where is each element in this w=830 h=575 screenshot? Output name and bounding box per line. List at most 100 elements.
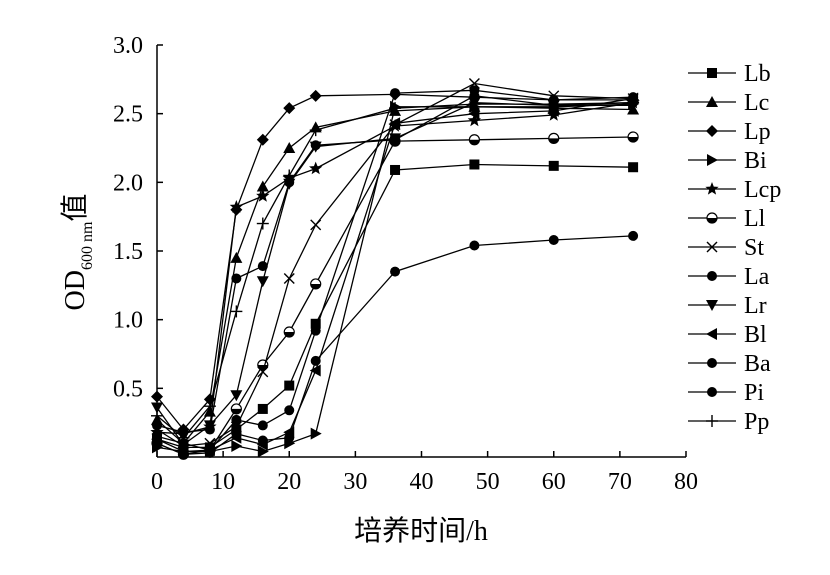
x-tick-label: 80 [674,469,698,495]
series-pp [151,96,640,444]
legend-marker [706,212,718,224]
data-point-pi [310,355,321,366]
data-point-pp [309,124,322,137]
legend-label: Ba [744,351,771,377]
legend-marker [707,358,717,368]
legend-label: Bi [744,148,767,174]
data-point-lcp [467,113,482,127]
y-tick-label: 0.5 [113,376,143,402]
data-point-pi [390,266,401,277]
legend-item-st: St [688,235,764,261]
legend-marker [707,271,717,281]
legend-marker [705,182,719,195]
x-tick-label: 40 [410,469,434,495]
data-point-bi [231,440,243,453]
data-point-lr [230,390,243,402]
data-point-ll [548,132,560,144]
data-point-pp [283,169,296,182]
legend-item-lp: Lp [688,119,771,145]
data-point-ba [257,420,268,431]
legend-label: Bl [744,322,767,348]
y-tick-label: 2.0 [113,170,143,196]
data-point-lc [256,180,269,192]
data-point-lb [284,380,295,391]
legend-label: Lc [744,90,769,116]
data-point-lb [390,164,401,175]
data-point-pi [548,235,559,246]
data-point-pp [203,400,216,413]
data-point-lb [310,318,321,329]
data-point-ll [310,278,322,290]
legend-label: Lcp [744,177,781,203]
legend-item-lr: Lr [688,293,767,319]
x-tick-label: 70 [608,469,632,495]
y-axis-title-subscript: 600 nm [79,221,96,270]
data-point-pi [204,447,215,458]
series-bi [152,98,640,458]
legend-marker [706,96,718,107]
data-point-lb [469,159,480,170]
data-point-pp [389,102,402,115]
data-point-lr [389,133,402,145]
legend-marker [706,125,718,137]
x-tick-label: 10 [211,469,235,495]
x-tick-label: 60 [542,469,566,495]
data-point-pi [257,435,268,446]
data-point-pp [627,96,640,109]
legend-label: Ll [744,206,766,232]
legend: Lb Lc Lp Bi Lcp Ll St La Lr Bl Ba Pi Pp [688,61,781,435]
data-point-pi [231,428,242,439]
x-axis-title: 培养时间/h [354,515,488,547]
data-point-la [257,261,268,272]
data-point-pi [628,230,639,241]
legend-label: La [744,264,770,290]
legend-marker [706,328,717,340]
data-point-lb [257,403,268,414]
data-point-ba [390,88,401,99]
x-tick-label: 0 [151,469,163,495]
y-axis-title-suffix: 值 [59,194,91,222]
data-point-ll [468,134,480,146]
legend-marker [706,241,718,253]
data-point-la [231,273,242,284]
data-point-lcp [256,189,270,202]
legend-item-lcp: Lcp [688,177,781,203]
y-axis-title-main: OD [60,270,91,310]
data-point-ll [230,403,242,415]
legend-marker [707,154,718,166]
legend-label: St [744,235,764,261]
data-point-st [310,219,322,231]
data-point-lp [256,133,269,146]
legend-label: Lb [744,61,771,87]
data-point-lr [256,276,269,288]
legend-item-la: La [688,264,770,290]
legend-label: Lp [744,119,771,145]
ticks: 0 10 20 30 40 50 60 70 80 0.5 1.0 1.5 2.0 2.5 3.0 [113,33,698,495]
data-point-ba [469,85,480,96]
data-point-lcp [547,108,561,121]
data-point-ll [283,326,295,338]
series-line-ll [156,136,634,455]
x-tick-label: 30 [343,469,367,495]
plot-area [150,77,640,460]
data-point-lc [283,142,296,153]
data-point-st [283,272,295,284]
legend-marker [706,300,718,311]
x-tick-label: 50 [476,469,500,495]
legend-label: Pi [744,380,764,406]
data-point-pp [177,431,190,444]
data-point-bi [257,445,269,458]
legend-marker [707,387,717,397]
data-point-lcp [229,200,244,213]
data-point-lcp [309,161,323,175]
data-point-pi [284,432,295,443]
data-point-st [257,366,269,378]
data-point-bi [310,427,322,440]
data-point-lp [283,102,296,115]
legend-item-ll: Ll [688,206,766,232]
data-point-lb [628,162,639,173]
y-tick-label: 3.0 [113,33,143,59]
data-point-lp [309,89,322,102]
data-point-pp [256,217,269,230]
y-tick-label: 2.5 [113,102,143,128]
